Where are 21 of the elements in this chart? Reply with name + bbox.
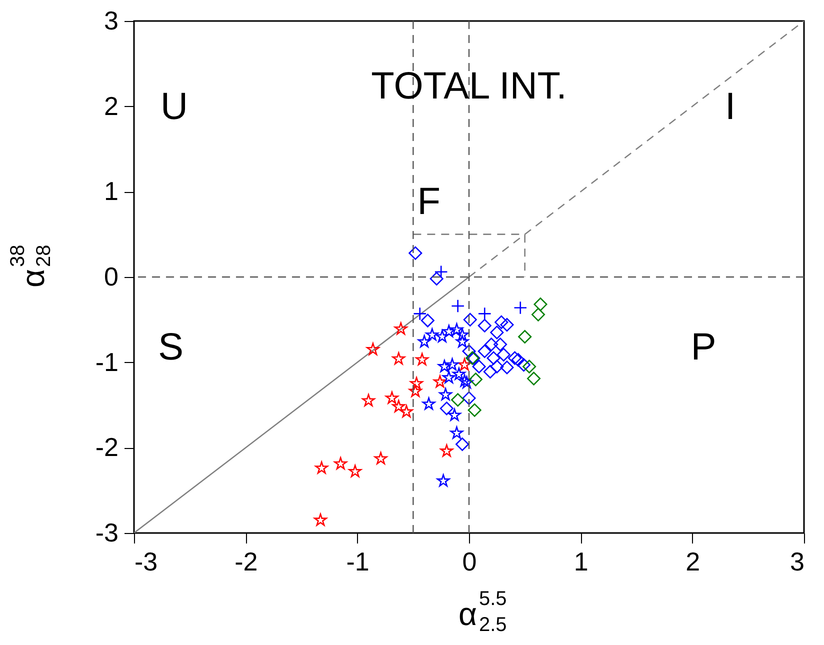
x-tick-label: -3: [134, 546, 158, 576]
x-tick-label: 3: [790, 546, 804, 576]
annotation: P: [690, 326, 716, 369]
x-tick-label: 2: [686, 546, 700, 576]
x-tick-label: -1: [346, 546, 370, 576]
annotation: S: [158, 326, 184, 369]
annotation: TOTAL INT.: [371, 66, 567, 108]
y-tick-label: -1: [95, 346, 118, 377]
annotation: I: [725, 86, 736, 128]
x-tick-label: 0: [462, 546, 477, 576]
annotation: U: [160, 86, 188, 128]
y-tick-label: 0: [104, 262, 118, 292]
annotation: F: [417, 180, 440, 223]
y-axis-title: α3828: [7, 244, 55, 288]
x-tick-label: 1: [574, 546, 588, 576]
x-tick-label: -2: [234, 546, 258, 576]
y-tick-label: -3: [95, 518, 118, 548]
y-tick-label: 1: [104, 176, 118, 206]
y-tick-label: -2: [95, 432, 118, 462]
y-tick-label: 2: [104, 90, 118, 121]
y-tick-label: 3: [104, 6, 118, 36]
